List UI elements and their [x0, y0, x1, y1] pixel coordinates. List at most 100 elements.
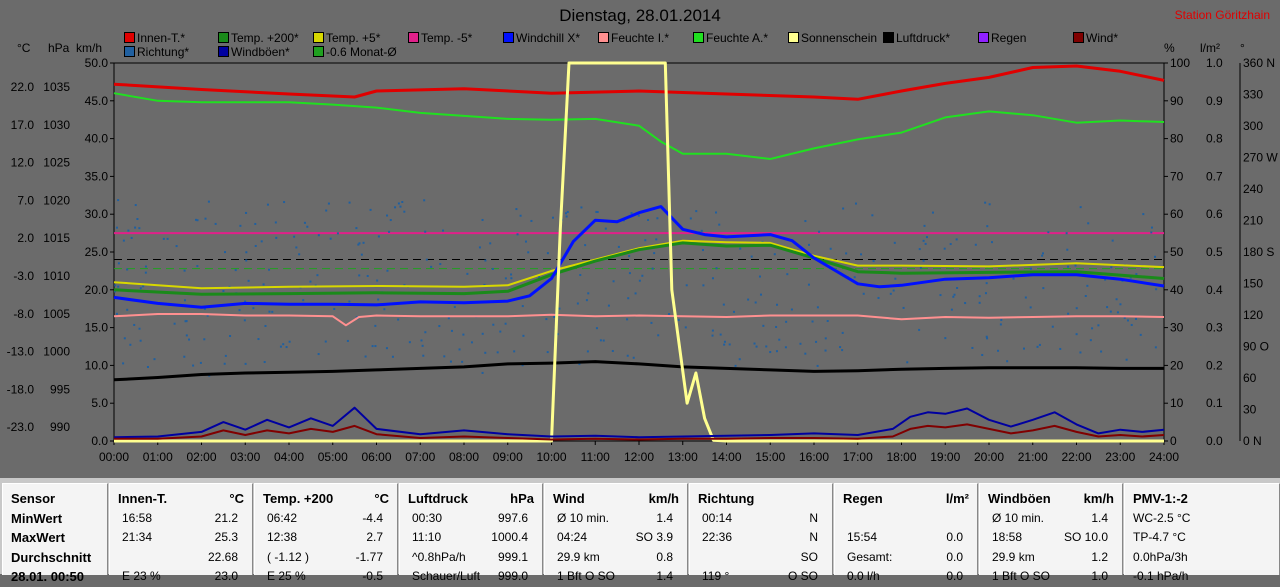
- legend-item: Luftdruck*: [883, 31, 950, 45]
- direction-point: [558, 307, 561, 310]
- direction-point: [1042, 287, 1045, 290]
- x-tick-label: 01:00: [143, 450, 173, 464]
- direction-point: [271, 310, 274, 313]
- direction-point: [632, 356, 635, 359]
- direction-point: [496, 351, 499, 354]
- direction-point: [244, 300, 247, 303]
- direction-point: [1066, 248, 1069, 251]
- direction-point: [877, 296, 880, 299]
- direction-point: [530, 219, 533, 222]
- direction-point: [984, 201, 987, 204]
- legend-item: Temp. +200*: [218, 31, 299, 45]
- series-sonnenschein: [114, 61, 1164, 443]
- direction-point: [811, 320, 814, 323]
- direction-point: [386, 269, 389, 272]
- direction-point: [266, 203, 269, 206]
- panel-cell-value: 1.4: [1091, 511, 1108, 525]
- direction-point: [1038, 343, 1041, 346]
- panel-row: 12:38 2.7: [255, 530, 397, 548]
- direction-point: [546, 351, 549, 354]
- direction-point: [207, 200, 210, 203]
- direction-point: [1104, 278, 1107, 281]
- direction-point: [545, 318, 548, 321]
- direction-point: [634, 292, 637, 295]
- direction-point: [650, 321, 653, 324]
- direction-point: [985, 282, 988, 285]
- hpa-tick-label: 1000: [43, 345, 70, 359]
- panel-row: 18:58 SO 10.0: [980, 530, 1122, 548]
- direction-point: [702, 284, 705, 287]
- direction-point: [1022, 347, 1025, 350]
- percent-tick-label: 60: [1170, 207, 1184, 221]
- x-tick-label: 18:00: [886, 450, 916, 464]
- direction-point: [862, 292, 865, 295]
- direction-point: [923, 224, 926, 227]
- direction-point: [122, 362, 125, 365]
- direction-point: [564, 212, 567, 215]
- direction-point: [842, 207, 845, 210]
- direction-point: [685, 284, 688, 287]
- direction-point: [628, 272, 631, 275]
- direction-point: [637, 214, 640, 217]
- lm2-tick-label: 0.4: [1206, 283, 1223, 297]
- direction-point: [566, 210, 569, 213]
- degree-tick-label: 360 N: [1243, 56, 1275, 70]
- direction-point: [931, 211, 934, 214]
- direction-point: [657, 334, 660, 337]
- percent-tick-label: 30: [1170, 321, 1184, 335]
- direction-point: [238, 309, 241, 312]
- direction-point: [580, 206, 583, 209]
- direction-point: [990, 241, 993, 244]
- hpa-tick-label: 1020: [43, 193, 70, 207]
- percent-tick-label: 40: [1170, 283, 1184, 297]
- direction-point: [952, 295, 955, 298]
- direction-point: [369, 208, 372, 211]
- direction-point: [136, 218, 139, 221]
- direction-point: [303, 221, 306, 224]
- direction-point: [1100, 350, 1103, 353]
- direction-point: [860, 253, 863, 256]
- direction-point: [906, 361, 909, 364]
- x-tick-label: 22:00: [1061, 450, 1091, 464]
- direction-point: [711, 329, 714, 332]
- direction-point: [607, 304, 610, 307]
- direction-point: [134, 226, 137, 229]
- panel-cell-value: 0.0: [946, 550, 963, 564]
- direction-point: [114, 284, 117, 287]
- direction-point: [306, 225, 309, 228]
- panel-title: Temp. +200: [263, 491, 334, 506]
- direction-point: [188, 338, 191, 341]
- panel-cell-label: 29.9 km: [992, 550, 1035, 564]
- direction-point: [138, 327, 141, 330]
- lm2-tick-label: 0.5: [1206, 245, 1223, 259]
- legend-item: Temp. +5*: [313, 31, 380, 45]
- panel-cell-value: 1.4: [656, 569, 673, 583]
- panel-cell-label: 119 °: [702, 569, 730, 583]
- chart-title: Dienstag, 28.01.2014: [559, 6, 721, 25]
- direction-point: [1079, 351, 1082, 354]
- direction-point: [655, 238, 658, 241]
- unit-percent: %: [1164, 41, 1175, 55]
- panel-cell-value: O SO: [787, 569, 818, 583]
- direction-point: [944, 337, 947, 340]
- direction-point: [491, 267, 494, 270]
- panel-unit: km/h: [648, 491, 679, 506]
- direction-point: [551, 216, 554, 219]
- direction-point: [918, 328, 921, 331]
- direction-point: [521, 364, 524, 367]
- direction-point: [423, 199, 426, 202]
- direction-point: [403, 284, 406, 287]
- direction-point: [282, 343, 285, 346]
- panel-cell-value: 0.0: [946, 569, 963, 583]
- kmh-tick-label: 20.0: [85, 283, 109, 297]
- direction-point: [701, 249, 704, 252]
- panel-cell-value: 22.68: [207, 550, 238, 564]
- percent-tick-label: 0: [1170, 434, 1177, 448]
- panel-cell-label: Ø 10 min.: [557, 511, 610, 525]
- temp-tick-label: -13.0: [7, 345, 35, 359]
- panel-row: 29.9 km 0.8: [545, 550, 687, 568]
- direction-point: [576, 302, 579, 305]
- x-tick-label: 21:00: [1018, 450, 1048, 464]
- panel-title: Richtung: [698, 491, 755, 506]
- panel-cell-value: N: [809, 511, 818, 525]
